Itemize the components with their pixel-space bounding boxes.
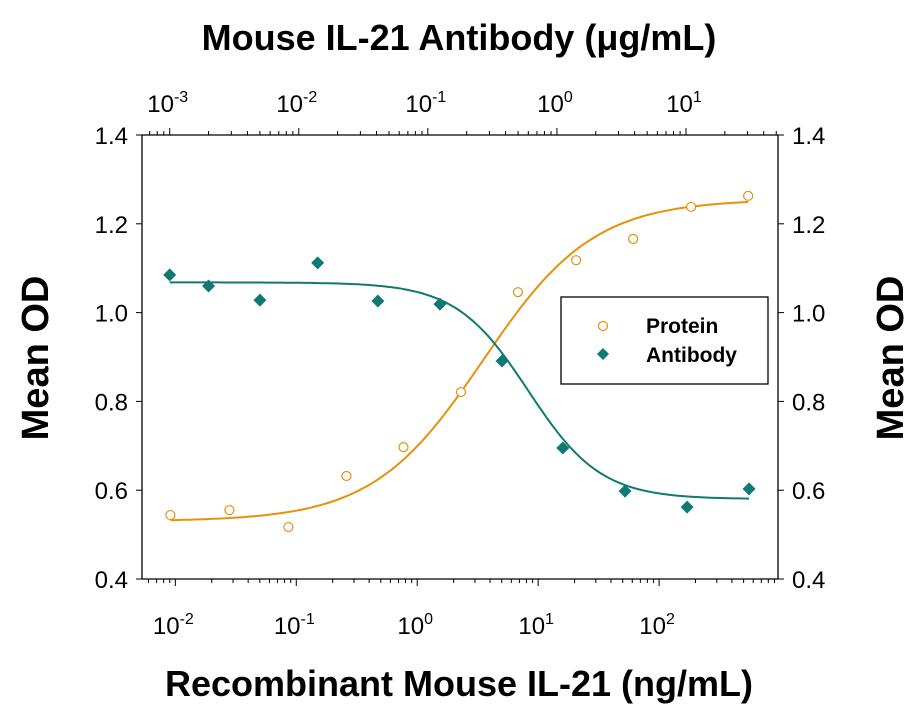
data-point-antibody [618,484,632,498]
legend-marker-protein [597,320,609,332]
x-top-tick-label: 101 [666,89,702,118]
x-bottom-tick-label: 100 [397,611,433,640]
data-point-protein [743,190,754,201]
legend-label-antibody: Antibody [646,344,737,367]
data-point-antibody [495,354,509,368]
data-point-protein [571,255,582,266]
legend-label-protein: Protein [646,315,718,338]
data-point-protein [686,201,697,213]
x-bottom-tick-label: 10-2 [153,611,194,640]
data-point-protein [341,470,352,482]
y-tick-label-right: 1.0 [792,301,825,328]
legend: Protein Antibody [560,296,769,385]
chart-title: Mouse IL-21 Antibody (μg/mL) [202,17,717,58]
data-points [163,190,756,533]
x-top-tick-label: 10-1 [405,89,446,118]
data-point-protein [165,509,176,521]
data-point-antibody [742,482,756,496]
y-tick-label-left: 0.6 [95,478,128,505]
data-point-protein [512,287,524,298]
data-point-antibody [202,279,216,293]
y-tick-label-left: 0.8 [95,389,128,416]
y-tick-label-left: 0.4 [95,567,128,594]
data-point-antibody [433,297,447,311]
x-bottom-tick-label: 102 [639,611,675,640]
x-top-tick-label: 10-2 [276,89,317,118]
data-point-protein [224,505,235,516]
y-tick-label-right: 0.6 [792,478,825,505]
data-point-antibody [311,256,325,270]
data-point-antibody [163,268,177,282]
y-tick-label-right: 0.8 [792,389,825,416]
y-tick-label-left: 1.2 [95,212,128,239]
fit-curve-antibody [169,281,750,500]
x-top-tick-label: 10-3 [147,89,188,118]
data-point-protein [455,386,467,398]
data-point-antibody [556,441,570,455]
legend-box [560,296,769,385]
data-point-protein [398,442,409,453]
y-axis-label-right: Mean OD [870,276,912,441]
y-tick-label-right: 0.4 [792,567,825,594]
x-axis-label: Recombinant Mouse IL-21 (ng/mL) [165,663,753,704]
axes: 1.4 1.4 1.2 1.2 1.0 1.0 0.8 0.8 0.6 0.6 0.4 0.4 10-2… [95,89,826,640]
y-tick-label-left: 1.4 [95,123,128,150]
x-top-tick-label: 100 [537,89,573,118]
y-axis-label-left: Mean OD [15,276,57,441]
data-point-antibody [371,294,385,308]
y-tick-label-right: 1.2 [792,212,825,239]
x-bottom-tick-label: 10-1 [274,611,315,640]
data-point-antibody [680,500,694,514]
data-point-protein [628,233,639,244]
data-point-protein [283,521,294,533]
x-bottom-tick-label: 101 [518,611,554,640]
legend-marker-antibody [597,348,609,360]
data-point-antibody [253,293,267,307]
y-tick-label-left: 1.0 [95,301,128,328]
y-tick-label-right: 1.4 [792,123,825,150]
